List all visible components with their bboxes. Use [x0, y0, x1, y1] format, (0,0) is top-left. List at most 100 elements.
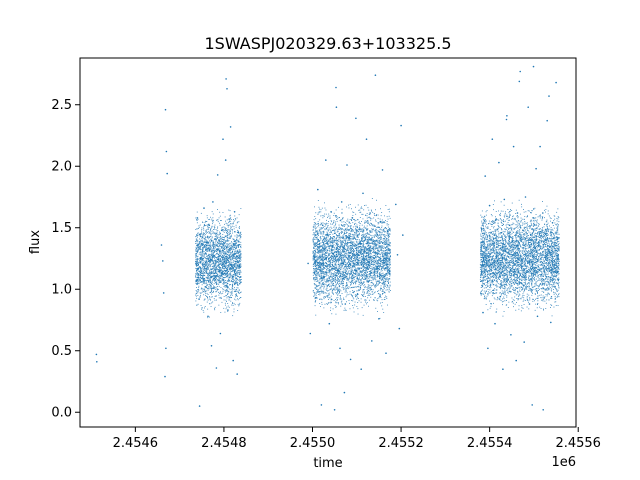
cluster-point: [212, 236, 213, 238]
cluster-point: [213, 244, 215, 246]
cluster-point: [368, 233, 370, 235]
cluster-point: [210, 275, 212, 277]
cluster-point: [226, 236, 228, 238]
cluster-point: [215, 278, 216, 280]
cluster-point: [359, 271, 361, 273]
cluster-point: [239, 256, 241, 258]
cluster-point: [370, 255, 372, 257]
cluster-point: [363, 254, 365, 256]
cluster-point: [386, 289, 388, 291]
cluster-point: [207, 263, 209, 265]
cluster-point: [376, 227, 378, 229]
cluster-point: [316, 245, 317, 246]
cluster-point: [374, 230, 376, 232]
cluster-point: [360, 284, 362, 286]
cluster-point: [322, 244, 324, 246]
cluster-point: [233, 291, 235, 292]
cluster-point: [327, 252, 329, 254]
cluster-point: [377, 275, 379, 277]
cluster-point: [327, 217, 328, 218]
cluster-point: [331, 244, 333, 246]
cluster-point: [352, 307, 354, 309]
cluster-point: [359, 246, 360, 247]
cluster-point: [232, 270, 234, 271]
cluster-point: [213, 269, 215, 271]
cluster-point: [381, 274, 383, 276]
cluster-point: [365, 277, 366, 279]
cluster-point: [224, 256, 226, 257]
cluster-point: [222, 274, 224, 276]
cluster-point: [225, 253, 227, 254]
cluster-point: [389, 248, 391, 250]
cluster-point: [222, 250, 224, 251]
cluster-point: [331, 246, 333, 248]
cluster-point: [229, 275, 231, 277]
cluster-point: [384, 237, 386, 239]
cluster-point: [385, 255, 387, 257]
cluster-point: [360, 301, 362, 303]
cluster-point: [233, 259, 235, 261]
cluster-point: [209, 270, 210, 272]
cluster-point: [204, 242, 206, 243]
cluster-point: [209, 232, 211, 233]
cluster-point: [330, 289, 332, 290]
cluster-point: [367, 280, 369, 282]
cluster-point: [331, 313, 333, 315]
cluster-point: [359, 281, 360, 283]
cluster-point: [207, 299, 209, 301]
cluster-point: [343, 224, 345, 226]
cluster-point: [227, 303, 229, 304]
cluster-point: [375, 242, 376, 244]
cluster-point: [384, 269, 386, 271]
cluster-point: [329, 248, 331, 250]
cluster-point: [330, 242, 332, 243]
cluster-point: [203, 280, 204, 282]
cluster-point: [206, 217, 208, 219]
cluster-point: [222, 264, 224, 265]
cluster-point: [378, 260, 380, 261]
cluster-point: [349, 293, 351, 295]
cluster-point: [324, 234, 326, 236]
cluster-point: [203, 274, 204, 276]
cluster-point: [383, 222, 385, 223]
cluster-point: [329, 264, 331, 266]
cluster-point: [226, 289, 228, 291]
cluster-point: [350, 249, 352, 251]
cluster-point: [333, 287, 335, 289]
cluster-point: [240, 253, 242, 255]
cluster-point: [341, 303, 343, 305]
cluster-point: [352, 253, 354, 255]
cluster-point: [200, 236, 202, 238]
cluster-point: [212, 223, 213, 225]
cluster-point: [362, 231, 364, 232]
cluster-point: [240, 241, 242, 243]
cluster-point: [223, 262, 225, 264]
cluster-point: [231, 286, 233, 288]
cluster-point: [232, 244, 234, 246]
cluster-point: [200, 245, 202, 247]
cluster-point: [210, 284, 212, 286]
cluster-point: [323, 288, 325, 290]
cluster-point: [215, 264, 216, 266]
cluster-point: [341, 278, 343, 280]
cluster-point: [223, 242, 224, 244]
cluster-point: [208, 281, 209, 282]
cluster-point: [327, 225, 329, 226]
cluster-point: [200, 274, 201, 275]
cluster-point: [230, 223, 231, 225]
cluster-point: [338, 246, 340, 247]
cluster-point: [348, 230, 350, 231]
cluster-point: [232, 253, 233, 255]
cluster-point: [202, 280, 204, 282]
cluster-point: [373, 276, 375, 278]
cluster-point: [312, 272, 314, 274]
cluster-point: [203, 245, 205, 247]
cluster-point: [334, 287, 336, 289]
cluster-point: [366, 268, 367, 269]
cluster-point: [220, 238, 222, 240]
cluster-point: [316, 265, 318, 267]
cluster-point: [329, 276, 331, 278]
cluster-point: [341, 265, 343, 267]
cluster-point: [209, 256, 211, 258]
cluster-point: [379, 277, 380, 279]
